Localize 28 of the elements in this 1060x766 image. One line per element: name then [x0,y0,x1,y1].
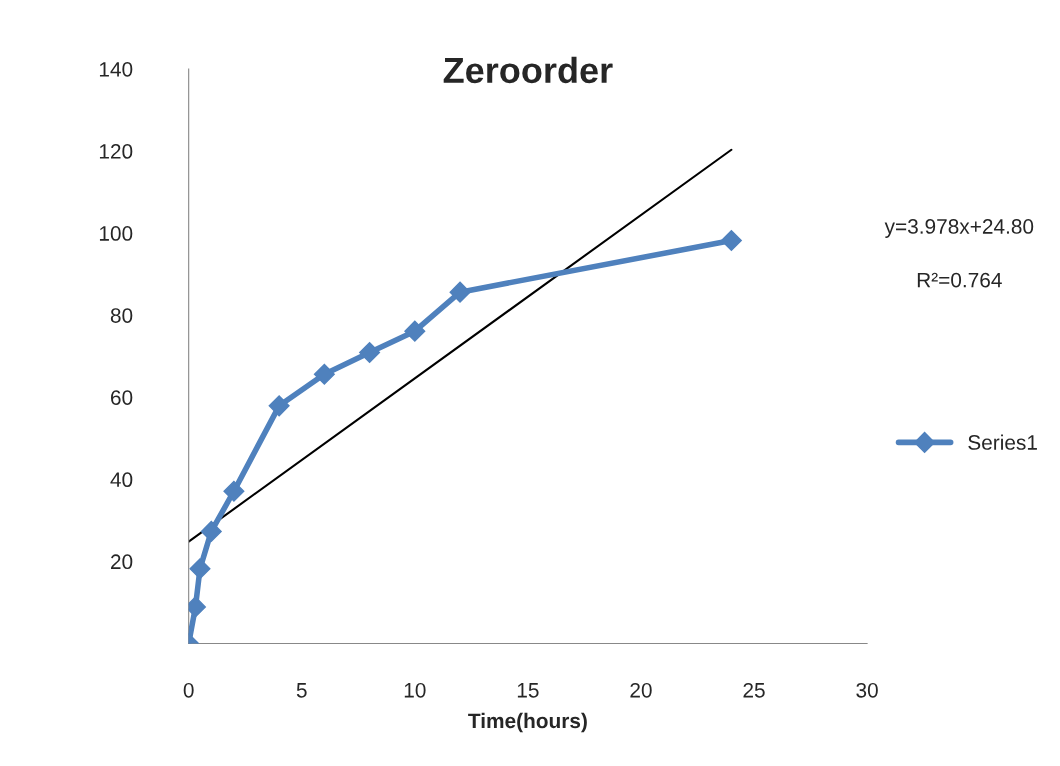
x-tick-label: 25 [743,682,765,698]
y-tick-label: 60 [111,390,133,405]
x-tick-label: 30 [856,682,878,698]
x-tick-label: 20 [630,682,652,698]
point [359,341,381,364]
text: y=3.978x+24.80 [884,219,1034,238]
point [189,558,211,580]
x-axis-title: Time(hours) [468,712,587,733]
text: R²=0.764 [917,272,1002,288]
point [720,229,742,251]
point [449,281,471,303]
x-tick-label: 5 [296,683,307,698]
point [404,320,426,342]
y-tick-label: 120 [99,144,133,159]
y-tick-label: 80 [110,308,133,323]
y-tick-label: 140 [99,61,133,77]
y-tick-label: 40 [110,472,133,488]
point [268,395,290,417]
x-tick-label: 15 [517,683,539,698]
x-tick-label: 10 [404,682,426,698]
x-tick-label: 0 [183,682,194,698]
y-tick-label: 20 [111,554,133,570]
legend-label: Series1 [968,434,1037,450]
point [200,520,222,542]
chart-title: Zeroorder [443,56,613,84]
point [223,480,245,502]
y-tick-label: 100 [99,226,133,241]
point [313,363,335,385]
